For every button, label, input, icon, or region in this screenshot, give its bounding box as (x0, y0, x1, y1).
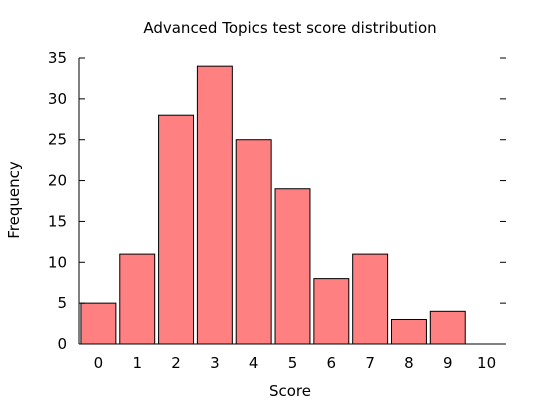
bar-score-4 (236, 140, 271, 344)
y-tick-label: 5 (57, 294, 67, 312)
x-tick-label: 10 (477, 354, 496, 372)
x-tick-label: 2 (171, 354, 181, 372)
x-tick-label: 3 (210, 354, 220, 372)
bar-score-9 (430, 311, 465, 344)
bar-score-0 (81, 303, 116, 344)
y-tick-label: 10 (48, 253, 67, 271)
chart-title: Advanced Topics test score distribution (143, 19, 436, 37)
x-axis-label: Score (269, 382, 311, 400)
x-tick-label: 6 (327, 354, 337, 372)
bar-score-7 (353, 254, 388, 344)
bar-score-1 (120, 254, 155, 344)
bar-score-8 (391, 319, 426, 344)
x-tick-label: 4 (249, 354, 259, 372)
x-tick-label: 1 (132, 354, 142, 372)
x-tick-label: 5 (288, 354, 298, 372)
y-tick-label: 25 (48, 131, 67, 149)
plot-area: 0 5 10 15 20 25 30 35 0 1 2 3 4 5 6 7 8 9 10 (48, 49, 506, 372)
bar-score-5 (275, 189, 310, 344)
x-tick-label: 7 (365, 354, 375, 372)
y-axis-label: Frequency (5, 161, 23, 239)
y-tick-label: 35 (48, 49, 67, 67)
y-tick-label: 0 (57, 335, 67, 353)
y-tick-label: 20 (48, 172, 67, 190)
x-tick-label: 9 (443, 354, 453, 372)
y-tick-label: 15 (48, 212, 67, 230)
bar-score-2 (159, 115, 194, 344)
x-tick-label: 0 (94, 354, 104, 372)
y-tick-label: 30 (48, 90, 67, 108)
x-tick-label: 8 (404, 354, 414, 372)
bar-score-6 (314, 279, 349, 344)
bar-score-3 (197, 66, 232, 344)
